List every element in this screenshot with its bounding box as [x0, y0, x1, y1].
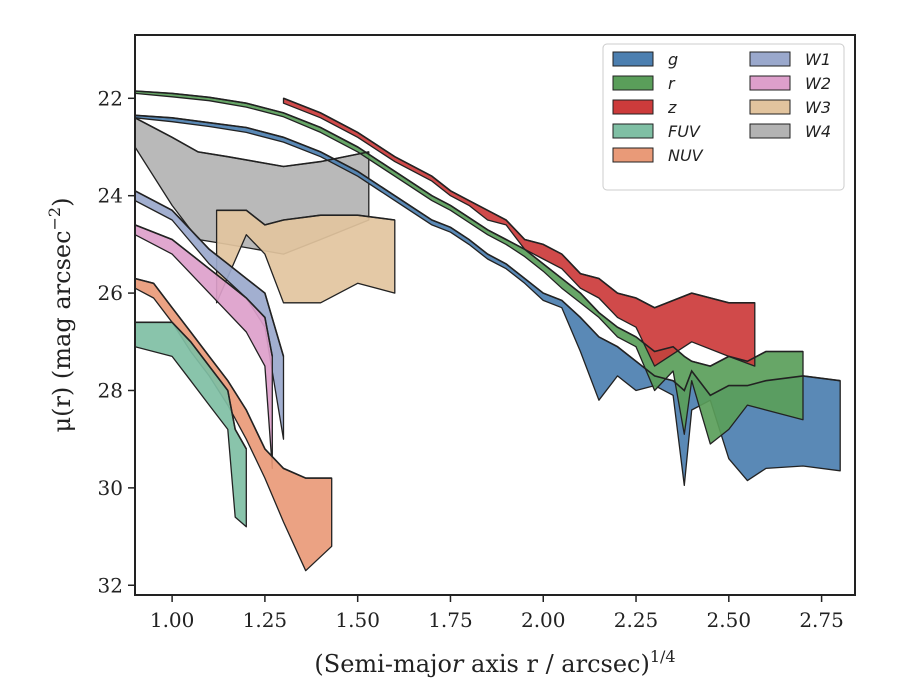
- y-axis-label: μ(r) (mag arcsec−2): [45, 198, 76, 433]
- legend-swatch-W4: [749, 123, 791, 139]
- y-axis: 22 24 26 28 30 32: [98, 86, 135, 597]
- legend-swatch-g: [612, 51, 654, 67]
- plot-frame: [134, 34, 856, 596]
- legend-label-W1: W1: [805, 50, 831, 69]
- legend-swatch-W1: [749, 51, 791, 67]
- band-edge-FUV: [135, 321, 247, 450]
- y-tick-label: 32: [98, 573, 123, 597]
- legend-swatch-r: [612, 75, 654, 91]
- y-tick-label: 22: [98, 86, 123, 110]
- y-tick-label: 30: [98, 476, 123, 500]
- profile-edges: [135, 90, 841, 479]
- x-tick-label: 2.25: [614, 608, 659, 632]
- legend-swatch-NUV: [612, 147, 654, 163]
- legend-label-W2: W2: [805, 74, 831, 93]
- legend-swatch-FUV: [612, 123, 654, 139]
- legend-swatch-W3: [749, 99, 791, 115]
- x-tick-label: 1.00: [150, 608, 195, 632]
- legend-swatch-z: [612, 99, 654, 115]
- legend-label-g: g: [668, 50, 678, 69]
- band-edge-W3: [216, 209, 395, 226]
- x-tick-label: 1.25: [243, 608, 288, 632]
- x-tick-label: 1.75: [428, 608, 473, 632]
- legend-label-NUV: NUV: [668, 146, 704, 165]
- x-axis-label: (Semi-major axis r / arcsec)1/4: [314, 647, 675, 678]
- y-tick-label: 24: [98, 184, 123, 208]
- band-edge-g: [135, 114, 841, 397]
- legend-label-W4: W4: [805, 122, 831, 141]
- band-edge-W2: [135, 224, 274, 357]
- legend: grz FUV NUV W1 W2 W3 W4: [602, 43, 845, 191]
- x-tick-label: 1.50: [335, 608, 380, 632]
- y-tick-label: 28: [98, 378, 123, 402]
- legend-label-FUV: FUV: [668, 122, 701, 141]
- x-axis: 1.00 1.25 1.50 1.75 2.00 2.25 2.50 2.75: [150, 595, 844, 632]
- band-edge-r: [135, 90, 803, 367]
- band-edge-NUV: [135, 277, 332, 479]
- legend-label-r: r: [668, 74, 676, 93]
- x-tick-label: 2.50: [707, 608, 752, 632]
- legend-label-z: z: [667, 98, 677, 117]
- band-FUV: [135, 321, 247, 528]
- y-tick-label: 26: [98, 281, 123, 305]
- legend-swatch-W2: [749, 75, 791, 91]
- band-edge-W1: [135, 190, 285, 357]
- legend-label-W3: W3: [805, 98, 831, 117]
- x-tick-label: 2.00: [521, 608, 566, 632]
- band-edge-z: [283, 97, 755, 309]
- x-tick-label: 2.75: [799, 608, 844, 632]
- band-edge-W4: [135, 117, 369, 168]
